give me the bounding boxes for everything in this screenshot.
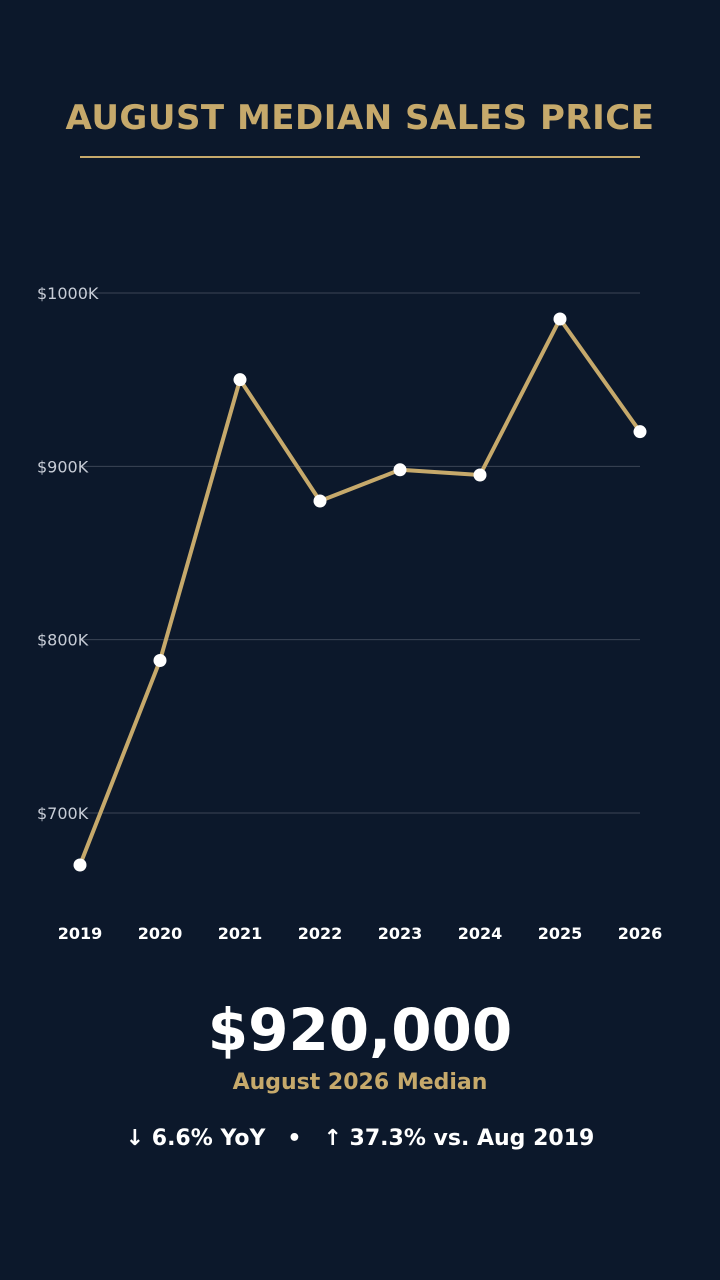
- x-tick-label: 2025: [538, 924, 583, 943]
- y-tick-label: $900K: [37, 457, 89, 476]
- change-since-2019: ↑ 37.3% vs. Aug 2019: [323, 1126, 595, 1151]
- current-median-label: August 2026 Median: [232, 1070, 488, 1095]
- x-tick-label: 2020: [138, 924, 183, 943]
- data-point: [633, 425, 647, 439]
- data-point: [553, 312, 567, 326]
- y-tick-label: $700K: [37, 804, 89, 823]
- title-divider: [80, 156, 640, 158]
- series-line: [78, 317, 642, 867]
- data-point: [73, 858, 87, 872]
- data-point: [473, 468, 487, 482]
- x-tick-label: 2019: [58, 924, 103, 943]
- data-point: [233, 373, 247, 387]
- x-tick-label: 2023: [378, 924, 423, 943]
- x-tick-label: 2022: [298, 924, 343, 943]
- x-tick-label: 2026: [618, 924, 663, 943]
- chart-title: AUGUST MEDIAN SALES PRICE: [65, 98, 655, 138]
- x-tick-label: 2024: [458, 924, 503, 943]
- data-point: [393, 463, 407, 477]
- y-tick-label: $1000K: [37, 284, 99, 303]
- yoy-change: ↓ 6.6% YoY: [125, 1126, 266, 1151]
- y-tick-label: $800K: [37, 631, 89, 650]
- x-tick-label: 2021: [218, 924, 263, 943]
- change-stats: ↓ 6.6% YoY • ↑ 37.3% vs. Aug 2019: [0, 1126, 720, 1151]
- current-median-value: $920,000: [207, 996, 513, 1064]
- data-point: [313, 494, 327, 508]
- stats-separator: •: [287, 1126, 302, 1151]
- data-point: [153, 653, 167, 667]
- line-chart: $700K $800K $900K $1000K 2019 2020 2021 2022 202…: [37, 284, 663, 943]
